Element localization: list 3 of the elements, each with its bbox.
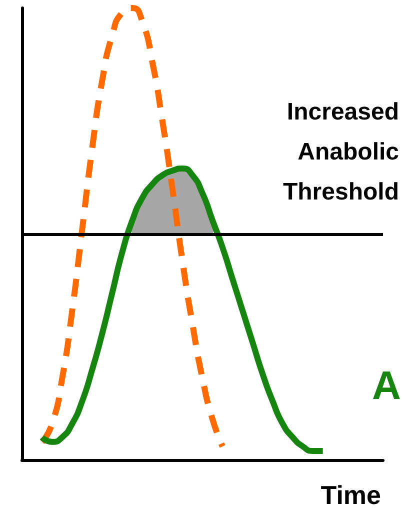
x-axis-title: Time — [320, 480, 381, 510]
annotation: Increased Anabolic Threshold — [282, 98, 399, 206]
annotation: A — [372, 364, 401, 408]
